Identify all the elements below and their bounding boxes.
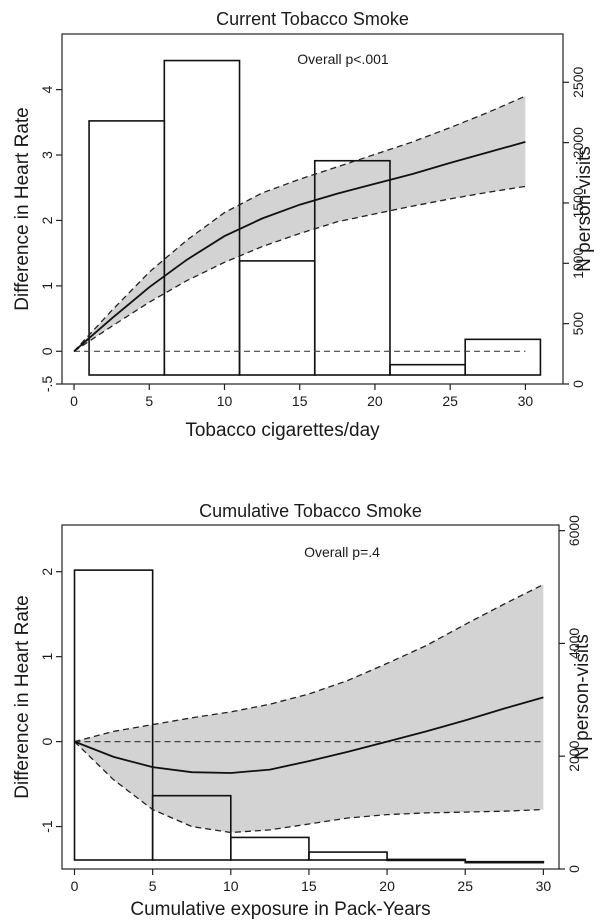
histogram-bar: [163, 59, 241, 376]
histogram-bar: [313, 159, 391, 376]
confidence-band: [74, 96, 526, 352]
plot-frame: [61, 524, 560, 870]
y-tick-label: 0: [39, 347, 55, 355]
y2-tick-label: 6000: [566, 515, 582, 546]
y2-axis-label: N person-visits: [572, 634, 593, 760]
y-tick-label: 1: [39, 653, 55, 661]
upper-ci-line: [74, 583, 544, 743]
x-axis-label: Tobacco cigarettes/day: [185, 420, 380, 441]
x-tick-label: 20: [379, 878, 395, 894]
chart-title: Cumulative Tobacco Smoke: [199, 501, 422, 521]
chart-title: Current Tobacco Smoke: [216, 9, 409, 29]
x-tick-label: 5: [145, 393, 153, 409]
x-tick-label: 20: [367, 393, 383, 409]
y-tick-label: 3: [39, 151, 55, 159]
y2-tick-label: 0: [570, 380, 586, 388]
histogram-bar: [229, 836, 310, 861]
y-tick-label: 4: [39, 86, 55, 94]
panel-current-tobacco-smoke: 0 5 10 15 20 25 30 -.5 0 1 2 3 4 0 500 1000 1500 2000 2500…: [12, 9, 595, 441]
x-tick-label: 15: [301, 878, 317, 894]
panel-cumulative-tobacco-smoke: 0 5 10 15 20 25 30-10120200040006000Cumulative…: [12, 501, 593, 920]
y-axis-label: Difference in Heart Rate: [12, 595, 33, 798]
histogram-bar: [308, 851, 388, 861]
x-tick-label: 30: [518, 393, 534, 409]
y2-tick-label: 4000: [566, 628, 582, 659]
x-tick-label: 15: [292, 393, 308, 409]
y-tick-label: 0: [39, 737, 55, 745]
x-axis-label: Cumulative exposure in Pack-Years: [130, 899, 430, 919]
y2-tick-label: 0: [566, 865, 582, 873]
x-tick-label: 25: [442, 393, 458, 409]
y2-tick-label: 2500: [570, 66, 586, 97]
histogram-bar: [464, 338, 542, 376]
x-tick-label: 10: [223, 878, 239, 894]
x-tick-label: 25: [457, 878, 473, 894]
plot-frame: [61, 33, 564, 385]
x-tick-label: 10: [217, 393, 233, 409]
histogram-bar: [238, 260, 316, 376]
histogram-bar: [88, 120, 166, 376]
y2-tick-label: 1000: [570, 248, 586, 279]
estimate-line: [74, 696, 544, 774]
y-tick-label: 1: [39, 282, 55, 290]
lower-ci-line: [74, 741, 544, 834]
estimate-line: [73, 141, 526, 352]
y2-tick-label: 2000: [570, 127, 586, 158]
histogram-bar: [73, 569, 154, 861]
y2-tick-label: 1500: [570, 187, 586, 218]
histogram-bar: [464, 860, 545, 864]
x-tick-label: 0: [71, 878, 79, 894]
y-tick-label: 2: [39, 216, 55, 224]
x-tick-label: 5: [149, 878, 157, 894]
x-tick-label: 30: [536, 878, 552, 894]
overall-p-value: Overall p<.001: [297, 51, 389, 67]
y-tick-label: 2: [39, 568, 55, 576]
y2-tick-label: 500: [570, 312, 586, 336]
y-tick-label: -.5: [39, 376, 55, 393]
lower-ci-line: [73, 185, 526, 352]
y2-tick-label: 2000: [566, 740, 582, 771]
histogram-bar: [389, 363, 467, 376]
confidence-band: [74, 584, 544, 833]
y2-axis-label: N person-visits: [574, 146, 595, 272]
x-tick-label: 0: [70, 393, 78, 409]
overall-p-value: Overall p=.4: [304, 544, 380, 560]
y-axis-label: Difference in Heart Rate: [12, 107, 33, 310]
y-tick-label: -1: [39, 820, 55, 833]
histogram-bar: [151, 794, 232, 861]
histogram-bar: [386, 858, 467, 862]
